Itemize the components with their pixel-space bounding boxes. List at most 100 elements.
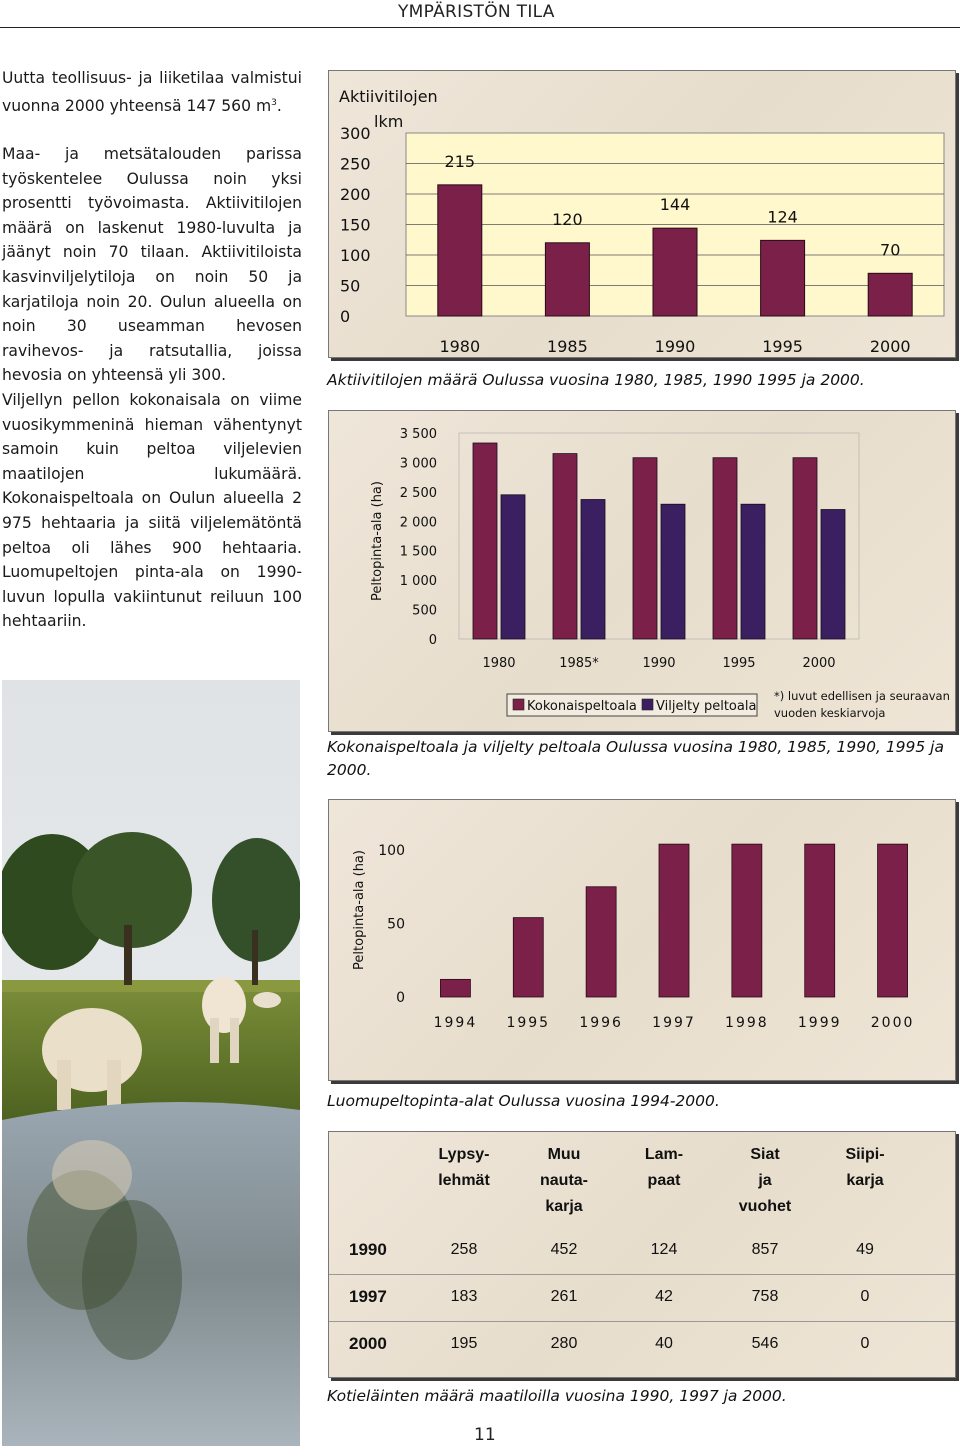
y-tick-label: 2 000 [400, 515, 437, 530]
header-other-cattle-line: karja [545, 1198, 583, 1215]
paragraph-3: Viljellyn pellon kokonaisala on viime vu… [2, 391, 302, 631]
chart-field-area: 3 500 3 000 2 500 2 000 1 500 1 000 500 0 Peltop… [328, 410, 956, 732]
header-other-cattle: Muu nauta-karja [514, 1142, 614, 1220]
y-tick-label: 50 [387, 917, 405, 933]
x-tick-label: 1994 [434, 1015, 478, 1031]
bar-1999 [804, 843, 836, 998]
bar-1996 [585, 886, 617, 998]
y-tick-label: 0 [340, 307, 350, 326]
bar-total-1985* [552, 453, 578, 640]
header-other-cattle-line: nauta- [540, 1172, 588, 1189]
x-tick-label: 1996 [579, 1015, 623, 1031]
data-label: 144 [660, 195, 691, 214]
page-number: 11 [474, 1425, 496, 1445]
header-other-cattle-line: Muu [547, 1146, 581, 1163]
section-title: YMPÄRISTÖN TILA [398, 2, 555, 22]
y-tick-label: 250 [340, 155, 371, 174]
livestock-table-body: Lypsy-lehmät Muu nauta-karja Lam-paat Siat ja… [329, 1132, 955, 1377]
data-label: 215 [445, 152, 476, 171]
chart-active-farms: Aktiivitilojen lkm 300 250 200 150 100 50 0 215 19… [328, 70, 956, 358]
y-tick-label: 0 [396, 990, 405, 1006]
bar-cultivated-2000 [820, 509, 846, 640]
table-cell: 49 [856, 1241, 874, 1258]
x-tick-label: 1985 [547, 337, 588, 356]
bar-cultivated-1985* [580, 499, 606, 640]
table-cell: 0 [860, 1335, 870, 1352]
bar-1985 [544, 242, 590, 317]
bar-1990 [652, 227, 698, 317]
table-cell: 758 [751, 1288, 779, 1305]
table-row-divider [329, 1274, 955, 1275]
caption-field-area: Kokonaispeltoala ja viljelty peltoala Ou… [327, 738, 944, 779]
x-tick-label: 1995 [762, 337, 803, 356]
table-cell: 546 [751, 1335, 779, 1352]
bar-1995 [760, 239, 806, 317]
header-sheep-line: paat [647, 1172, 681, 1189]
paragraph-2: Maa- ja metsätalouden parissa työskentel… [2, 145, 302, 385]
bar-2000 [877, 843, 908, 998]
data-label: 124 [767, 207, 798, 226]
x-tick-label: 1990 [642, 656, 675, 671]
x-tick-label: 1999 [798, 1015, 842, 1031]
header-poultry-line: karja [846, 1172, 884, 1189]
table-cell: 195 [450, 1335, 478, 1352]
table-cell: 452 [550, 1241, 578, 1258]
bar-1998 [731, 843, 763, 998]
footnote-line1: *) luvut edellisen ja seuraavan [774, 689, 950, 703]
bar-1980 [437, 184, 483, 317]
x-tick-label: 1990 [655, 337, 696, 356]
table-cell: 124 [650, 1241, 678, 1258]
header-dairy-cows-line: lehmät [438, 1172, 490, 1189]
x-tick-label: 2000 [802, 656, 835, 671]
paragraph-1-text: Uutta teollisuus- ja liiketilaa valmistu… [2, 69, 302, 115]
header-sheep-line: Lam- [644, 1146, 684, 1163]
x-tick-label: 1985* [559, 656, 599, 671]
header-pigs-goats-line: ja [758, 1172, 772, 1189]
y-tick-label: 100 [340, 246, 371, 265]
y-axis-title-line2: lkm [374, 112, 403, 131]
legend-label-total: Kokonaispeltoala [527, 699, 637, 714]
y-tick-label: 300 [340, 124, 371, 143]
y-tick-label: 1 000 [400, 574, 437, 589]
y-axis-title: Peltopinta-ala (ha) [352, 850, 367, 970]
footnote-line2: vuoden keskiarvoja [774, 706, 885, 720]
y-axis-title: Peltopinta-ala (ha) [370, 481, 385, 601]
header-poultry-line: Siipi- [845, 1146, 885, 1163]
x-tick-label: 1995 [722, 656, 755, 671]
table-cell: 857 [751, 1241, 779, 1258]
bar-cultivated-1980 [500, 494, 526, 640]
caption-active-farms: Aktiivitilojen määrä Oulussa vuosina 198… [327, 371, 865, 389]
table-cell: 0 [860, 1288, 870, 1305]
y-tick-label: 200 [340, 185, 371, 204]
cattle-meadow-photo [2, 680, 300, 1446]
header-dairy-cows: Lypsy-lehmät [414, 1142, 514, 1194]
x-tick-label: 1980 [482, 656, 515, 671]
y-tick-label: 150 [340, 216, 371, 235]
header-pigs-goats-line: Siat [750, 1146, 780, 1163]
bar-1995 [512, 917, 544, 998]
data-label: 70 [880, 240, 900, 259]
header-sheep: Lam-paat [614, 1142, 714, 1194]
y-tick-label: 3 500 [400, 427, 437, 442]
header-dairy-cows-line: Lypsy- [438, 1146, 490, 1163]
legend-box [506, 693, 758, 717]
legend-swatch-total [512, 698, 525, 711]
livestock-table: Lypsy-lehmät Muu nauta-karja Lam-paat Siat ja… [328, 1131, 956, 1378]
bar-cultivated-1995 [740, 503, 766, 640]
table-cell: 258 [450, 1241, 478, 1258]
table-row-year: 2000 [349, 1334, 387, 1353]
y-tick-label: 3 000 [400, 456, 437, 471]
table-cell: 40 [655, 1335, 673, 1352]
x-tick-label: 1995 [506, 1015, 550, 1031]
x-tick-label: 2000 [870, 337, 911, 356]
table-row-year: 1990 [349, 1240, 387, 1259]
chart-organic-area: 100 50 0 Peltopinta-ala (ha) 1994 1995 1996 199… [328, 799, 956, 1081]
paragraph-1: Uutta teollisuus- ja liiketilaa valmistu… [2, 66, 302, 118]
legend-swatch-cultivated [641, 698, 654, 711]
y-tick-label: 50 [340, 277, 360, 296]
bar-2000 [867, 272, 913, 317]
header-poultry: Siipi-karja [815, 1142, 915, 1194]
x-tick-label: 2000 [871, 1015, 915, 1031]
y-axis-title-line1: Aktiivitilojen [339, 87, 438, 106]
